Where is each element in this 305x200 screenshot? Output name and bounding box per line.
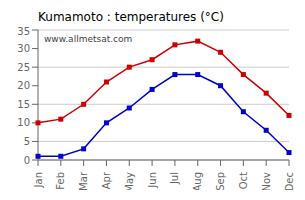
svg-text:5: 5 (24, 136, 30, 147)
svg-text:Jul: Jul (169, 172, 180, 185)
svg-text:Mar: Mar (78, 171, 89, 190)
svg-text:Nov: Nov (261, 172, 272, 190)
svg-text:Aug: Aug (192, 172, 203, 190)
svg-text:Jun: Jun (147, 172, 158, 189)
svg-text:Dec: Dec (284, 172, 295, 190)
svg-text:Feb: Feb (55, 172, 66, 190)
svg-text:35: 35 (17, 26, 30, 37)
svg-text:20: 20 (17, 80, 30, 91)
svg-text:May: May (124, 172, 135, 190)
svg-text:10: 10 (17, 117, 30, 128)
svg-text:15: 15 (17, 99, 30, 110)
svg-text:25: 25 (17, 62, 30, 73)
html-text:www.allmetsat.com: www.allmetsat.com (44, 34, 133, 44)
svg-text:0: 0 (24, 155, 30, 166)
svg-text:Apr: Apr (101, 171, 112, 189)
html-text:Kumamoto : temperatures (°C): Kumamoto : temperatures (°C) (38, 10, 224, 24)
svg-text:Sep: Sep (215, 172, 226, 190)
svg-text:30: 30 (17, 43, 30, 54)
svg-text:Oct: Oct (238, 172, 249, 189)
svg-text:Jan: Jan (33, 172, 44, 188)
